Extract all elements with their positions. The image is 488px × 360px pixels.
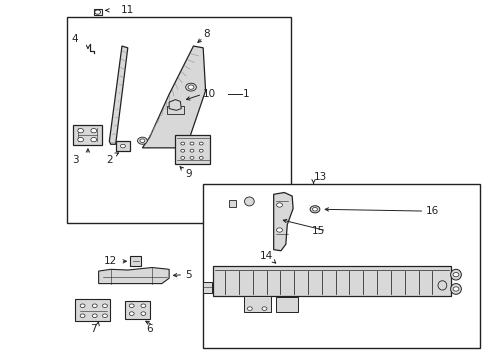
- Circle shape: [247, 307, 252, 310]
- Text: 3: 3: [72, 156, 79, 165]
- Circle shape: [141, 312, 145, 315]
- Circle shape: [262, 307, 266, 310]
- Circle shape: [91, 129, 97, 133]
- Circle shape: [185, 83, 196, 91]
- Circle shape: [102, 304, 107, 307]
- Circle shape: [276, 228, 282, 232]
- Bar: [175, 135, 210, 164]
- Circle shape: [188, 85, 194, 89]
- Circle shape: [309, 206, 319, 213]
- Circle shape: [199, 157, 203, 159]
- Ellipse shape: [450, 269, 460, 280]
- Bar: [67, 18, 290, 223]
- Circle shape: [80, 314, 85, 318]
- Circle shape: [80, 304, 85, 307]
- Circle shape: [78, 138, 83, 142]
- Bar: [276, 297, 297, 312]
- Polygon shape: [109, 46, 127, 144]
- Polygon shape: [142, 46, 205, 148]
- Circle shape: [78, 129, 83, 133]
- Circle shape: [92, 314, 97, 318]
- Circle shape: [190, 157, 194, 159]
- Circle shape: [312, 207, 317, 211]
- Circle shape: [190, 142, 194, 145]
- Bar: [73, 125, 102, 145]
- Text: 12: 12: [103, 256, 117, 266]
- Circle shape: [129, 304, 134, 307]
- Circle shape: [181, 149, 184, 152]
- Ellipse shape: [450, 284, 460, 294]
- Text: 2: 2: [106, 156, 112, 165]
- Text: 15: 15: [311, 226, 324, 236]
- Bar: [203, 184, 479, 348]
- Text: 6: 6: [145, 324, 152, 334]
- Circle shape: [199, 142, 203, 145]
- Bar: [75, 299, 110, 321]
- Bar: [244, 296, 271, 312]
- Text: 14: 14: [260, 251, 273, 261]
- Text: 8: 8: [203, 28, 209, 39]
- Circle shape: [137, 137, 147, 144]
- Circle shape: [129, 312, 134, 315]
- Text: 5: 5: [184, 270, 191, 280]
- Circle shape: [141, 304, 145, 307]
- Circle shape: [140, 139, 144, 143]
- Ellipse shape: [244, 197, 254, 206]
- Circle shape: [181, 142, 184, 145]
- Text: 7: 7: [90, 324, 96, 334]
- Bar: [228, 201, 236, 207]
- Text: 10: 10: [203, 89, 216, 99]
- Circle shape: [91, 138, 97, 142]
- Bar: [130, 256, 141, 266]
- Circle shape: [190, 149, 194, 152]
- Bar: [94, 9, 102, 15]
- Text: 4: 4: [72, 34, 79, 44]
- Bar: [203, 282, 211, 293]
- Text: 11: 11: [121, 5, 134, 15]
- Text: 16: 16: [425, 206, 438, 216]
- Bar: [212, 266, 450, 296]
- Text: 13: 13: [313, 172, 326, 182]
- Circle shape: [452, 287, 458, 291]
- Bar: [166, 106, 183, 114]
- Circle shape: [95, 10, 101, 14]
- Bar: [125, 301, 149, 319]
- Polygon shape: [273, 193, 292, 251]
- Circle shape: [102, 314, 107, 318]
- Circle shape: [120, 144, 125, 148]
- Circle shape: [452, 273, 458, 277]
- Circle shape: [92, 304, 97, 307]
- Circle shape: [199, 149, 203, 152]
- Polygon shape: [99, 267, 169, 284]
- Text: 1: 1: [243, 89, 249, 99]
- Bar: [116, 141, 130, 151]
- Text: 9: 9: [185, 168, 191, 179]
- Ellipse shape: [437, 281, 446, 290]
- Circle shape: [276, 203, 282, 207]
- Circle shape: [181, 157, 184, 159]
- Polygon shape: [169, 100, 181, 111]
